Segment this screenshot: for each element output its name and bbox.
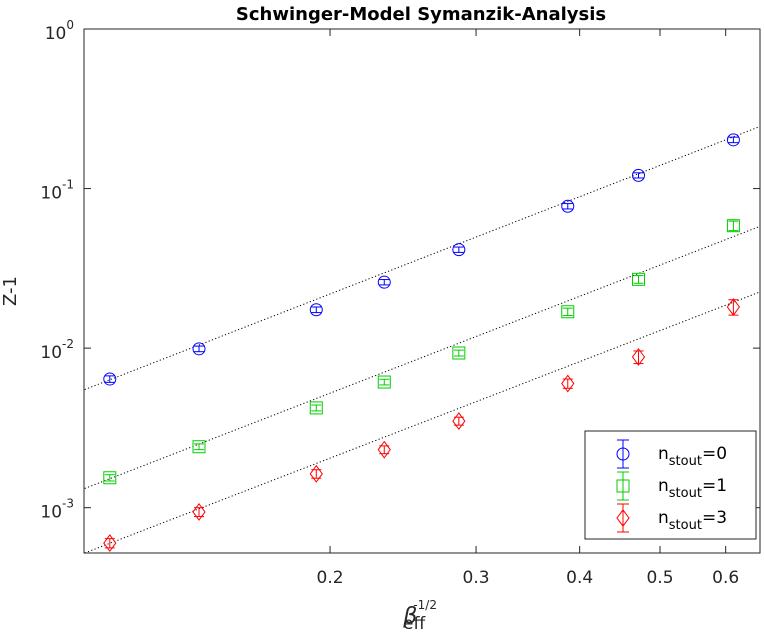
legend-label-base: n [658,444,669,464]
marker-square [616,479,630,493]
x-axis-label: β-1/2 eff [402,598,437,634]
marker-diamond [192,503,206,521]
marker-diamond [309,464,323,483]
series-1 [103,219,740,485]
legend-label: nstout=3 [658,508,727,533]
marker-circle [452,243,466,257]
legend-label-tail: =3 [702,508,727,528]
y-tick-label-exp: -1 [62,178,74,192]
data-point [452,243,466,257]
marker-square [309,401,323,415]
marker-square [631,272,645,286]
marker-diamond [377,440,391,459]
marker-square [452,346,466,360]
legend-label: nstout=1 [658,476,727,501]
x-axis-label-sub: eff [403,614,426,634]
data-point [103,471,117,485]
data-point [377,275,391,289]
x-tick-label: 0.4 [566,568,593,588]
marker-diamond [726,298,741,316]
marker-square [726,219,740,233]
data-point [631,348,646,366]
legend-item: nstout=0 [616,439,727,469]
legend-label-base: n [658,476,669,496]
y-tick-label-exp: -2 [62,337,74,351]
data-point [561,305,575,319]
data-point [377,375,391,389]
marker-square [103,471,117,485]
x-tick-label: 0.3 [463,568,490,588]
marker-diamond [452,412,466,431]
data-point [561,374,575,393]
legend-label-tail: =0 [702,444,727,464]
marker-circle [377,275,391,289]
x-tick-label: 0.6 [712,568,739,588]
data-markers [103,133,741,553]
y-tick-label-exp: 0 [66,18,74,32]
y-tick-label-exp: -3 [62,497,74,511]
legend-label-sub: stout [669,518,702,533]
data-point [452,346,466,360]
marker-square [377,375,391,389]
y-tick-label-base: 10 [45,24,67,44]
marker-square [561,305,575,319]
series-0 [103,133,740,386]
y-tick-label-base: 10 [40,184,62,204]
y-tick-label-base: 10 [40,343,62,363]
plot-area [83,28,761,554]
y-axis-label: Z-1 [0,276,21,306]
marker-diamond [103,534,117,553]
y-tick-label: 100 [45,18,74,44]
data-point [726,219,740,233]
marker-circle [616,447,630,461]
data-point [309,401,323,415]
x-axis-label-sup: -1/2 [413,598,437,612]
legend-item: nstout=1 [616,471,727,501]
marker-circle [726,133,740,147]
marker-square [192,440,206,454]
marker-circle [631,168,645,182]
data-point [309,464,323,483]
legend-label-sub: stout [669,454,702,469]
legend-box [584,430,757,540]
marker-circle [309,303,323,317]
y-tick-label: 10-3 [40,497,74,523]
x-tick-label: 0.5 [646,568,673,588]
data-point [103,534,117,553]
series-2 [103,298,741,553]
y-tick-label: 10-2 [40,337,74,363]
marker-circle [103,372,117,386]
marker-circle [561,199,575,213]
data-point [309,303,323,317]
x-axis-label-base: β [402,604,417,629]
data-point [377,440,391,459]
legend-label-sub: stout [669,486,702,501]
marker-diamond [561,374,575,393]
data-point [561,199,575,213]
legend-item: nstout=3 [616,503,727,533]
data-point [452,412,466,431]
data-point [726,298,741,316]
data-point [103,372,117,386]
marker-diamond [631,348,646,366]
data-point [726,133,740,147]
legend-label: nstout=0 [658,444,727,469]
data-point [192,342,206,356]
data-point [631,168,645,182]
data-point [192,503,206,521]
chart-title: Schwinger-Model Symanzik-Analysis [236,4,606,25]
marker-circle [192,342,206,356]
data-point [192,440,206,454]
marker-diamond [616,509,630,527]
legend-label-tail: =1 [702,476,727,496]
y-tick-label: 10-1 [40,178,74,204]
x-tick-label: 0.2 [317,568,344,588]
y-tick-label-base: 10 [40,503,62,523]
data-point [631,272,645,286]
legend-label-base: n [658,508,669,528]
